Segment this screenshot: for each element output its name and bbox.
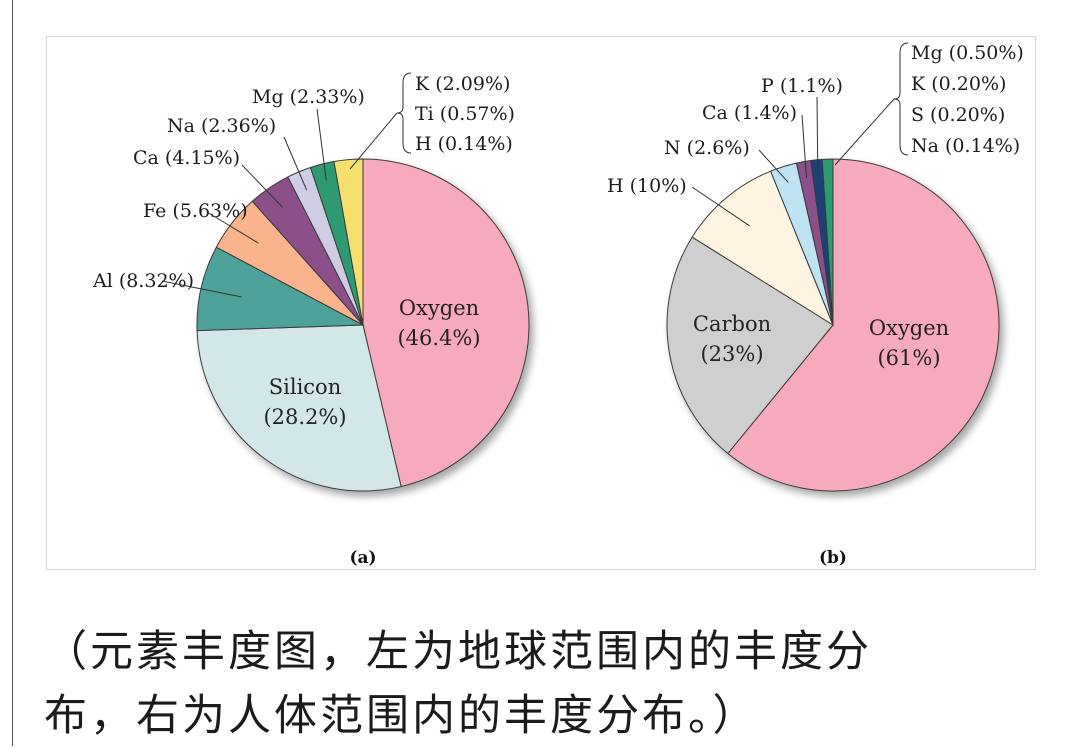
left-border [0,0,13,746]
label-silicon: Silicon [269,375,341,399]
label-oxygen: Oxygen [869,316,949,340]
label-ca: Ca (1.4%) [702,102,797,124]
leader-line-na [283,136,308,191]
slice-oxygen [362,158,530,488]
leader-line-mg [316,108,327,181]
pie-slices [196,158,530,492]
slice-oxygen [727,158,1000,492]
slice-mg-k-s-na [821,158,834,326]
slice-k-ti-h [333,158,364,326]
pie-charts: Oxygen (46.4%) Silicon (28.2%) Al (8.32%) Fe … [92,42,1024,568]
panel-label: (b) [819,548,847,568]
label-al: Al (8.32%) [92,270,194,292]
bracket-label-k: K (2.09%) [415,73,510,95]
leader-line-n [758,149,789,183]
body-pie-chart: Oxygen (61%) Carbon (23%) H (10%) N (2.6%) Ca … [607,42,1024,568]
bracket [893,42,909,156]
slice-silicon [196,324,402,492]
label-oxygen: Oxygen [399,296,479,320]
label-na: Na (2.36%) [167,115,276,137]
pie-slices [666,158,1000,492]
earth-pie-chart: Oxygen (46.4%) Silicon (28.2%) Al (8.32%) Fe … [92,72,530,568]
leader-line-h [691,186,750,227]
bracket-label-h: H (0.14%) [415,133,513,155]
bracket-label-na: Na (0.14%) [911,135,1020,157]
label-mg: Mg (2.33%) [252,86,365,108]
leader-line-bracket [834,98,895,166]
leader-line-p [816,96,819,174]
bracket-label-s: S (0.20%) [911,104,1005,126]
figure-panel: Oxygen (46.4%) Silicon (28.2%) Al (8.32%) Fe … [46,36,1036,570]
caption: （元素丰度图，左为地球范围内的丰度分 布，右为人体范围内的丰度分布。） [44,620,1054,748]
slice-h [691,170,835,327]
panel-label: (a) [349,548,376,568]
bracket-label-mg: Mg (0.50%) [911,42,1024,64]
value-label-carbon: (23%) [700,342,763,366]
caption-line-2: 布，右为人体范围内的丰度分布。） [44,691,759,741]
bracket-label-ti: Ti (0.57%) [415,103,515,125]
label-p: P (1.1%) [761,75,843,97]
caption-line-1: （元素丰度图，左为地球范围内的丰度分 [44,627,872,677]
value-label-oxygen: (61%) [877,346,940,370]
leader-line-al [161,280,242,298]
label-ca: Ca (4.15%) [133,147,240,169]
slice-al [196,246,365,332]
label-fe: Fe (5.63%) [143,200,248,222]
leader-line-ca [241,164,283,208]
value-label-oxygen: (46.4%) [397,326,480,350]
leader-line-ca [801,114,807,179]
label-n: N (2.6%) [664,137,750,159]
value-label-silicon: (28.2%) [263,405,346,429]
label-carbon: Carbon [693,312,771,336]
leader-line-bracket [349,112,398,170]
bracket [396,72,412,154]
leader-line-fe [206,211,259,244]
label-h: H (10%) [607,175,687,197]
bracket-label-k: K (0.20%) [911,73,1006,95]
slice-carbon [666,236,834,455]
